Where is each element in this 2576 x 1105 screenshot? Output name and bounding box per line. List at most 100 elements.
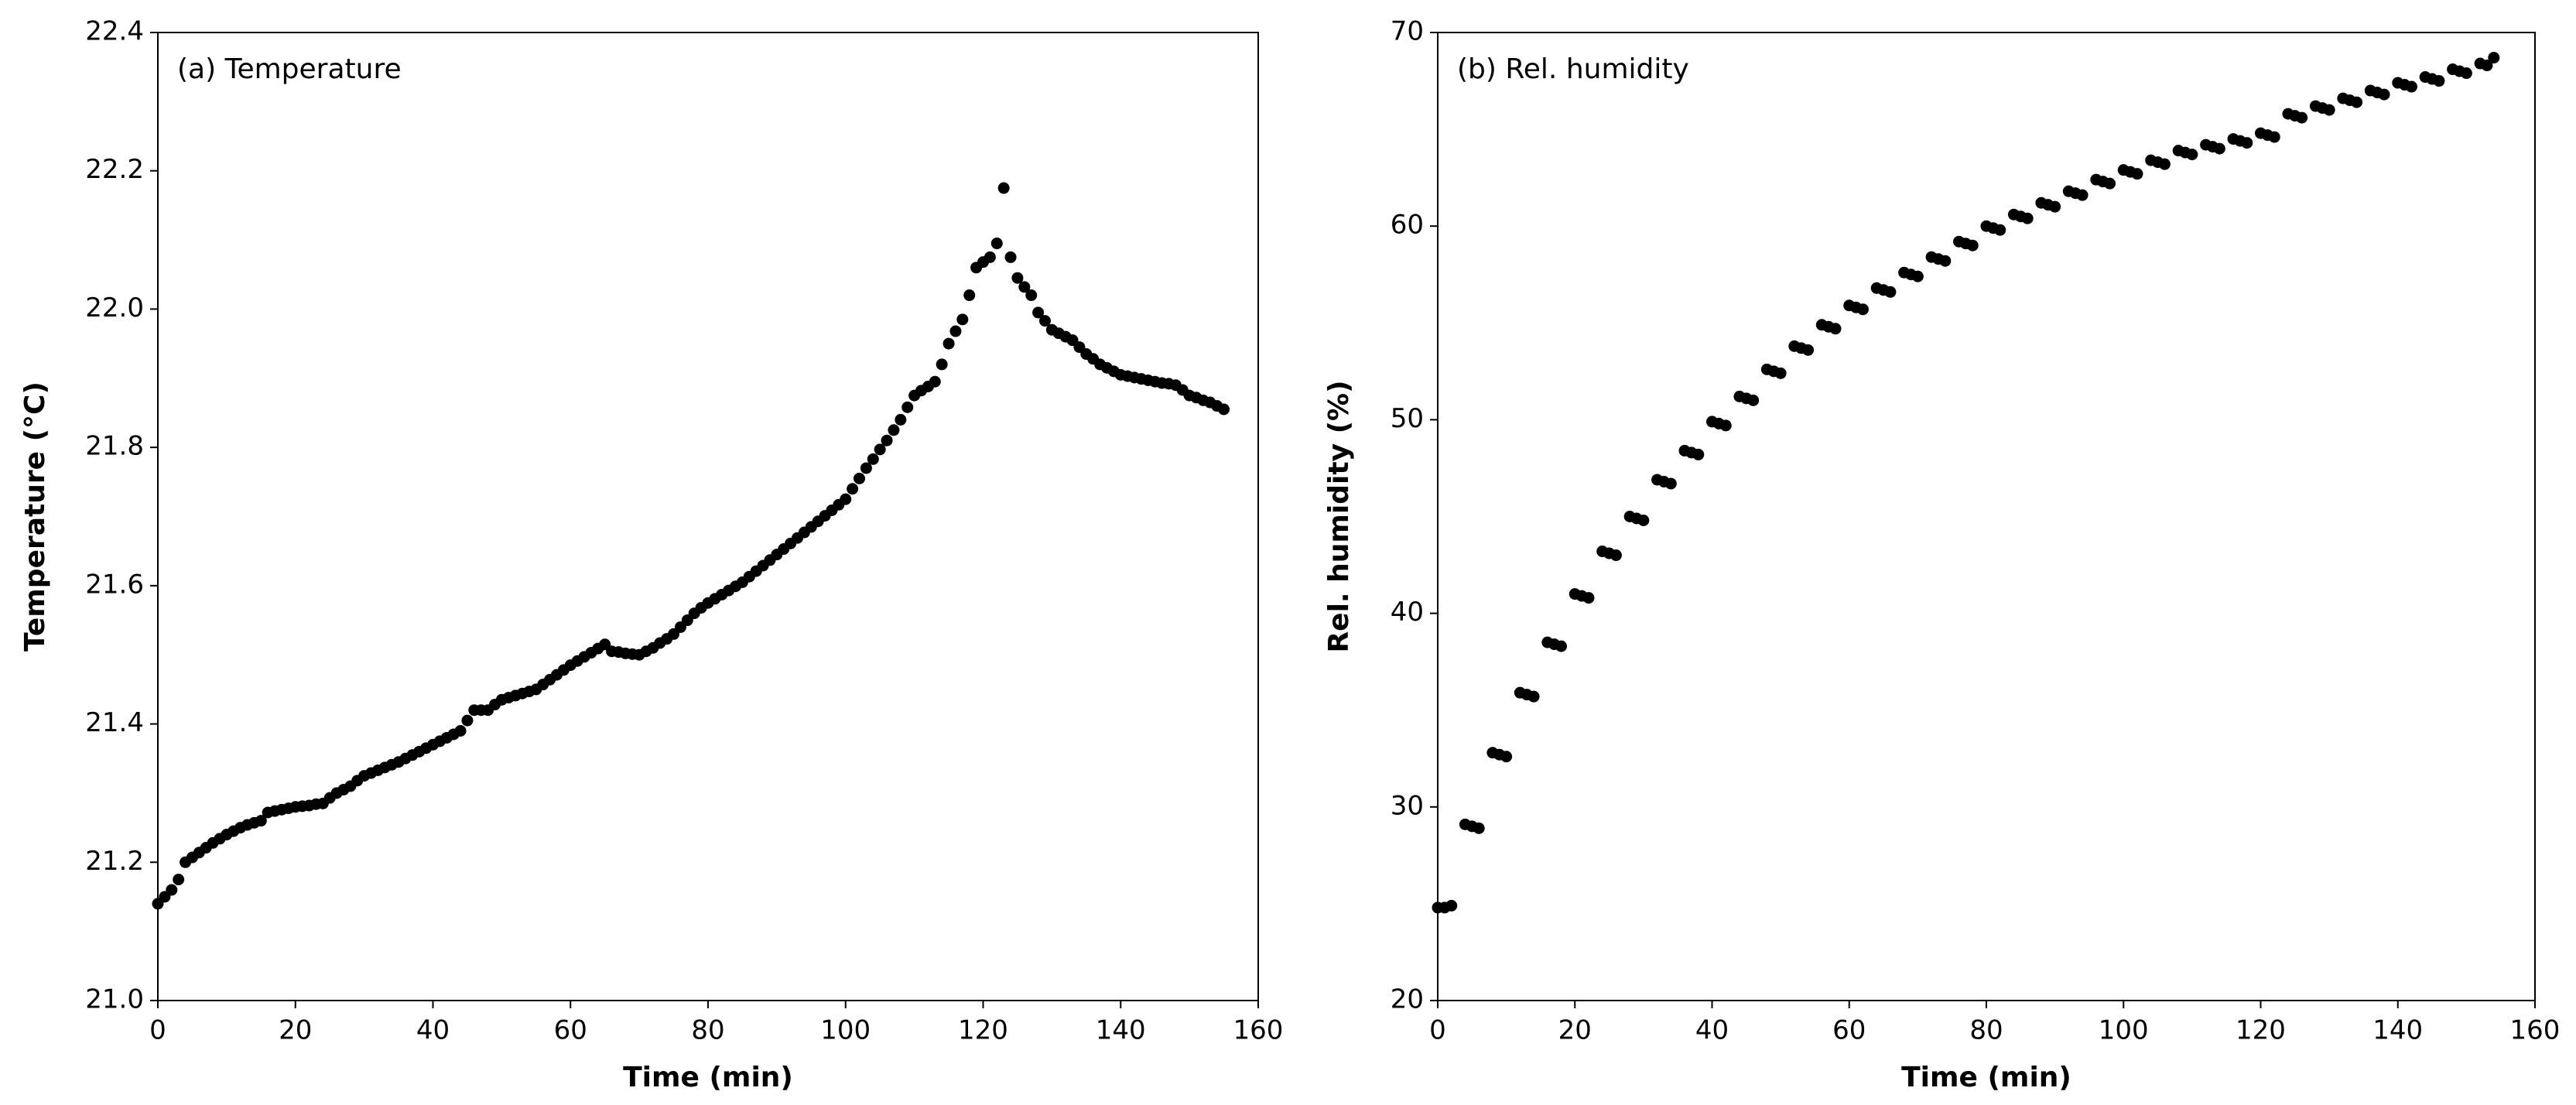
data-point bbox=[1218, 403, 1230, 416]
x-tick-label: 160 bbox=[1233, 1015, 1284, 1046]
data-point bbox=[1025, 289, 1038, 302]
data-point bbox=[1032, 306, 1045, 319]
data-point bbox=[1939, 255, 1952, 267]
data-point bbox=[901, 401, 914, 413]
data-point bbox=[2378, 88, 2390, 101]
data-point bbox=[1004, 251, 1017, 263]
data-point bbox=[2323, 104, 2335, 116]
x-tick-label: 100 bbox=[2099, 1015, 2149, 1046]
data-point bbox=[1011, 272, 1024, 284]
data-point bbox=[2296, 111, 2308, 124]
data-point bbox=[895, 413, 907, 426]
data-point bbox=[2433, 75, 2445, 87]
data-point bbox=[2049, 200, 2061, 213]
y-tick-label: 22.0 bbox=[85, 292, 144, 323]
data-point bbox=[1555, 640, 1568, 652]
x-tick-label: 140 bbox=[1096, 1015, 1146, 1046]
data-point bbox=[860, 462, 872, 474]
x-tick-label: 140 bbox=[2372, 1015, 2423, 1046]
y-tick-label: 50 bbox=[1391, 403, 1424, 434]
x-tick-label: 0 bbox=[1429, 1015, 1446, 1046]
y-tick-label: 70 bbox=[1391, 16, 1424, 47]
data-point bbox=[1774, 367, 1787, 379]
data-point bbox=[2460, 67, 2472, 80]
x-tick-label: 80 bbox=[691, 1015, 724, 1046]
data-point bbox=[461, 714, 474, 727]
x-tick-label: 60 bbox=[1832, 1015, 1866, 1046]
data-point bbox=[840, 493, 852, 505]
y-tick-label: 21.6 bbox=[85, 569, 144, 600]
y-tick-label: 21.2 bbox=[85, 846, 144, 877]
data-point bbox=[2186, 149, 2198, 161]
plot-frame bbox=[157, 32, 1259, 1001]
x-tick-label: 20 bbox=[1558, 1015, 1592, 1046]
y-axis-label: Temperature (°C) bbox=[19, 381, 51, 652]
data-point bbox=[173, 874, 185, 886]
data-point bbox=[1018, 281, 1031, 293]
data-point bbox=[997, 182, 1010, 194]
data-point bbox=[963, 289, 976, 302]
y-axis-label: Rel. humidity (%) bbox=[1323, 380, 1355, 652]
data-point bbox=[881, 434, 893, 446]
data-point bbox=[874, 443, 886, 456]
data-point bbox=[1884, 286, 1897, 298]
data-point bbox=[2351, 96, 2363, 108]
x-tick-label: 160 bbox=[2510, 1015, 2561, 1046]
data-point bbox=[847, 483, 859, 495]
x-axis-label: Time (min) bbox=[623, 1062, 793, 1093]
y-tick-label: 60 bbox=[1391, 210, 1424, 241]
x-tick-label: 40 bbox=[416, 1015, 450, 1046]
data-point bbox=[867, 453, 879, 465]
data-point bbox=[1582, 592, 1595, 604]
data-point bbox=[1719, 419, 1732, 432]
y-tick-label: 21.4 bbox=[85, 707, 144, 738]
x-tick-label: 60 bbox=[554, 1015, 587, 1046]
data-point bbox=[1500, 751, 1513, 763]
x-tick-label: 100 bbox=[820, 1015, 871, 1046]
data-point bbox=[255, 815, 267, 827]
y-tick-label: 20 bbox=[1391, 984, 1424, 1015]
y-tick-label: 30 bbox=[1391, 790, 1424, 821]
data-point bbox=[956, 313, 969, 326]
data-point bbox=[1473, 822, 1485, 834]
data-point bbox=[1829, 323, 1842, 335]
x-axis-label: Time (min) bbox=[1901, 1062, 2071, 1093]
annotation: (a) Temperature bbox=[177, 53, 402, 85]
x-tick-label: 40 bbox=[1695, 1015, 1729, 1046]
data-point bbox=[1911, 270, 1924, 282]
y-tick-label: 21.0 bbox=[85, 984, 144, 1015]
data-point bbox=[2481, 60, 2493, 72]
data-point bbox=[942, 337, 955, 350]
y-tick-label: 21.8 bbox=[85, 431, 144, 462]
data-point bbox=[2213, 142, 2225, 155]
data-point bbox=[949, 325, 962, 337]
data-point bbox=[990, 238, 1003, 250]
data-point bbox=[2268, 131, 2280, 143]
data-point bbox=[1692, 448, 1705, 460]
x-tick-label: 120 bbox=[958, 1015, 1008, 1046]
data-point bbox=[984, 251, 996, 263]
data-point bbox=[1038, 315, 1051, 327]
data-point bbox=[1747, 394, 1760, 406]
y-tick-label: 22.4 bbox=[85, 16, 144, 47]
annotation: (b) Rel. humidity bbox=[1457, 53, 1689, 85]
data-point bbox=[166, 884, 178, 896]
data-point bbox=[2021, 212, 2034, 224]
plot-frame bbox=[1437, 32, 2536, 1001]
data-point bbox=[454, 725, 467, 737]
data-point bbox=[1664, 477, 1677, 490]
x-tick-label: 20 bbox=[279, 1015, 312, 1046]
y-tick-label: 22.2 bbox=[85, 154, 144, 185]
data-point bbox=[2488, 52, 2500, 64]
data-point bbox=[1637, 515, 1650, 527]
data-point bbox=[2104, 177, 2116, 190]
data-point bbox=[2076, 189, 2089, 201]
data-point bbox=[888, 424, 900, 436]
data-point bbox=[1445, 899, 1458, 912]
data-point bbox=[929, 375, 941, 388]
data-point bbox=[2158, 158, 2171, 170]
data-point bbox=[1527, 690, 1540, 703]
data-point bbox=[1994, 224, 2006, 236]
data-point bbox=[2131, 168, 2143, 180]
